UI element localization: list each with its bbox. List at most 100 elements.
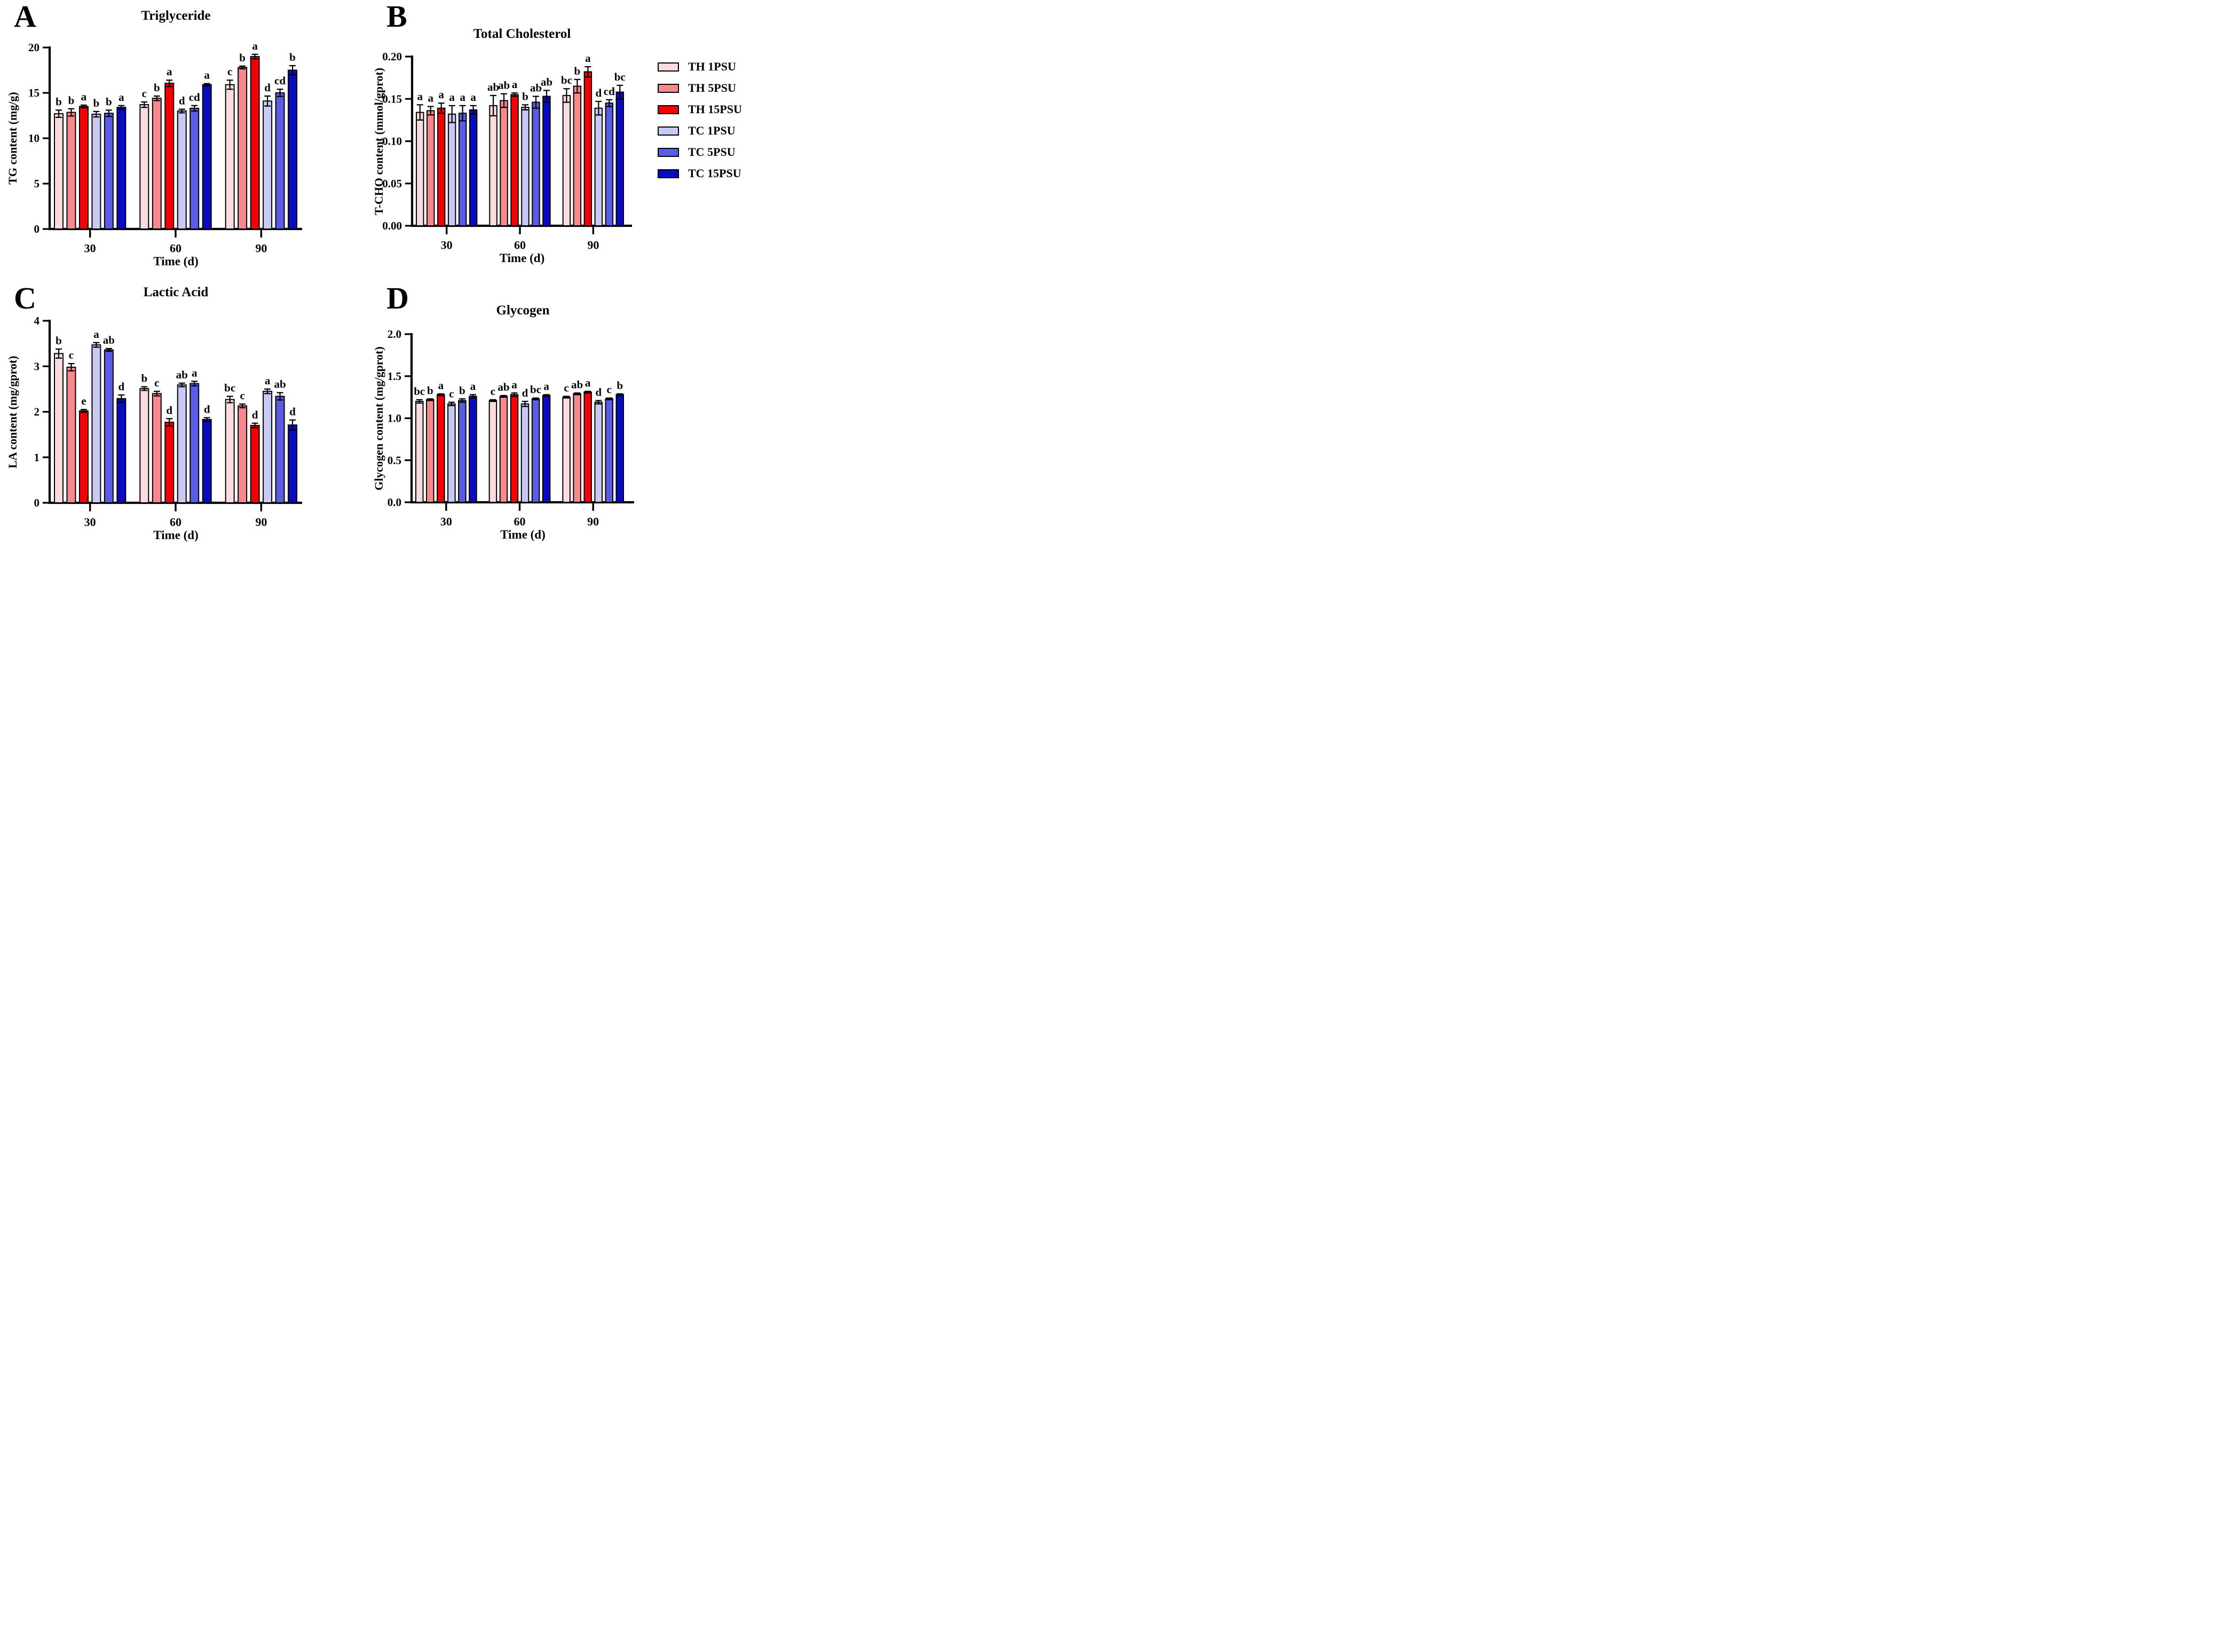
bar — [78, 106, 89, 230]
significance-letter: d — [595, 385, 602, 398]
y-tick-label: 0.20 — [382, 50, 402, 63]
bar — [91, 344, 101, 503]
bar — [520, 403, 530, 503]
x-tick-label: 60 — [170, 516, 181, 529]
legend-item-th-15psu: TH 15PSU — [658, 102, 742, 116]
bar — [164, 83, 175, 230]
significance-letter: d — [595, 86, 602, 99]
panel-d-title: Glycogen — [496, 303, 550, 318]
legend-item-tc-5psu: TC 5PSU — [658, 145, 742, 159]
significance-letter: a — [93, 328, 99, 341]
panel-c-x-axis-label: Time (d) — [153, 528, 199, 542]
legend-item-th-5psu: TH 5PSU — [658, 81, 742, 95]
y-tick-label: 1 — [34, 451, 40, 464]
bar — [104, 113, 114, 230]
bar — [573, 85, 582, 226]
significance-letter: b — [68, 94, 75, 107]
bar — [521, 107, 530, 226]
bar — [66, 112, 76, 230]
bar — [275, 92, 285, 230]
bar — [542, 96, 551, 226]
bar — [202, 84, 212, 230]
significance-letter: a — [585, 52, 591, 65]
legend-swatch-th-1psu — [658, 62, 679, 72]
bar — [615, 91, 624, 226]
figure-page: A Triglyceride TG content (mg/g) 0 5 10 15 2… — [0, 0, 745, 551]
significance-letter: a — [192, 366, 198, 379]
bar — [489, 105, 497, 226]
bar — [531, 398, 540, 503]
legend-swatch-th-15psu — [658, 105, 679, 114]
x-tick-label: 60 — [170, 242, 181, 255]
y-tick-label: 0.05 — [382, 177, 402, 190]
panel-b-x-axis-label: Time (d) — [499, 251, 545, 265]
bar — [250, 425, 260, 504]
bar — [469, 396, 477, 503]
y-tick-label: 0 — [34, 223, 40, 235]
bar — [78, 410, 89, 503]
panel-a-title: Triglyceride — [141, 9, 211, 23]
bar — [238, 405, 248, 503]
legend-label: TH 15PSU — [688, 102, 742, 116]
y-tick-label: 15 — [28, 86, 40, 99]
panel-c-title: Lactic Acid — [143, 285, 209, 299]
significance-letter: a — [167, 65, 172, 78]
significance-letter: bc — [224, 382, 235, 394]
bar — [54, 353, 64, 503]
x-tick-label: 90 — [587, 515, 599, 528]
significance-letter: c — [607, 383, 612, 396]
bar — [116, 107, 127, 230]
bar — [189, 107, 200, 230]
significance-letter: a — [265, 374, 271, 387]
bar — [189, 383, 200, 503]
significance-letter: bc — [414, 385, 425, 398]
bar — [573, 393, 581, 503]
significance-letter: a — [119, 91, 124, 104]
significance-letter: c — [564, 382, 568, 394]
bar — [458, 113, 467, 226]
legend-label: TC 1PSU — [688, 124, 736, 137]
x-tick-label: 60 — [514, 239, 526, 252]
bar — [488, 400, 497, 503]
y-tick-label: 2.0 — [388, 328, 401, 341]
significance-letter: d — [252, 408, 258, 421]
significance-letter: ab — [274, 378, 286, 391]
y-tick-label: 20 — [28, 41, 40, 54]
significance-letter: a — [438, 88, 444, 101]
legend-swatch-th-5psu — [658, 83, 679, 93]
bar — [139, 104, 149, 230]
bar — [139, 388, 149, 503]
y-tick-label: 4 — [34, 314, 40, 327]
significance-letter: cd — [274, 74, 286, 87]
legend-item-tc-15psu: TC 15PSU — [658, 167, 742, 180]
panel-a-triglyceride: A Triglyceride TG content (mg/g) 0 5 10 15 2… — [0, 0, 373, 275]
significance-letter: ab — [176, 368, 188, 381]
significance-letter: a — [470, 380, 476, 392]
panel-b-total-cholesterol: B Total Cholesterol T-CHO content (mmol/… — [372, 0, 745, 275]
bar — [510, 394, 519, 503]
bar — [225, 399, 235, 503]
significance-letter: cd — [604, 85, 615, 98]
panel-d-glycogen: D Glycogen Glycogen content (mg/gprot) 0… — [372, 275, 745, 551]
bar — [66, 366, 76, 503]
significance-letter: d — [289, 405, 296, 418]
significance-letter: c — [142, 87, 147, 100]
legend-item-tc-1psu: TC 1PSU — [658, 124, 742, 138]
significance-letter: ab — [103, 334, 115, 346]
x-tick-label: 90 — [255, 242, 267, 255]
significance-letter: a — [81, 90, 87, 103]
bar — [288, 69, 297, 230]
significance-letter: e — [81, 394, 86, 407]
significance-letter: a — [204, 69, 210, 82]
significance-letter: a — [438, 379, 444, 392]
panel-b-title: Total Cholesterol — [473, 27, 571, 41]
significance-letter: a — [511, 378, 517, 391]
significance-letter: ab — [530, 81, 542, 94]
legend-label: TH 1PSU — [688, 60, 736, 73]
bar — [263, 100, 273, 230]
bar — [91, 113, 101, 230]
significance-letter: bc — [614, 70, 626, 83]
bar — [288, 424, 297, 503]
